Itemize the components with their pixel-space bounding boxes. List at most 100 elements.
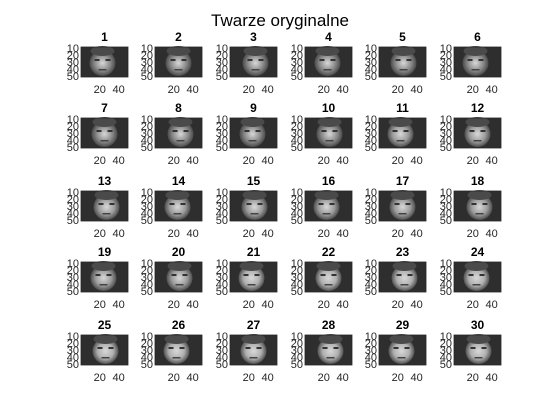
y-tick-label: 10 [440,258,452,270]
face-shape [242,50,269,76]
axes-frame [453,117,502,149]
y-tick-label: 10 [141,187,153,199]
y-tick-label: 20 [365,121,377,133]
y-tick-label: 40 [67,352,79,364]
eye-shape [97,347,103,349]
x-tick-label: 20 [392,155,404,167]
y-tick-label: 10 [291,187,303,199]
eye-shape [403,130,409,132]
face-shape [240,338,267,364]
y-tick-label: 30 [67,201,79,213]
eye-shape [330,59,336,61]
eye-shape [179,347,185,349]
y-tick-label: 10 [365,187,377,199]
y-tick-label: 10 [141,258,153,270]
mouth-shape [324,284,333,286]
eye-shape [396,274,402,276]
y-tick-label: 20 [365,265,377,277]
face-shape [163,338,190,364]
eye-shape [105,59,111,61]
y-tick-label: 10 [440,187,452,199]
face-shape [316,121,343,147]
y-tick-label: 50 [440,142,452,154]
y-tick-label: 30 [216,345,228,357]
y-tick-label: 30 [141,345,153,357]
x-tick-label: 20 [243,299,255,311]
y-tick-label: 40 [216,208,228,220]
face-shape [239,121,266,147]
y-tick-label: 50 [67,142,79,154]
hair-shape [243,46,268,56]
mouth-shape [398,213,407,215]
mouth-shape [175,284,184,286]
y-tick-label: 50 [291,286,303,298]
hair-shape [167,261,192,271]
face-shape [390,50,417,76]
eye-shape [170,59,176,61]
y-tick-label: 30 [365,57,377,69]
mouth-shape [174,69,183,71]
y-tick-label: 40 [67,135,79,147]
y-tick-label: 30 [440,128,452,140]
mouth-shape [400,284,409,286]
eye-shape [244,130,250,132]
mouth-shape [247,284,256,286]
y-tick-label: 20 [216,265,228,277]
y-tick-label: 50 [141,215,153,227]
y-tick-label: 40 [141,135,153,147]
y-tick-label: 30 [440,57,452,69]
panel-title: 8 [175,101,182,115]
x-tick-label: 40 [261,155,273,167]
x-tick-label: 20 [94,372,106,384]
x-tick-label: 20 [467,84,479,96]
x-tick-label: 40 [336,299,348,311]
y-tick-label: 10 [67,331,79,343]
mouth-shape [248,140,257,142]
face-shape [388,338,415,364]
x-tick-label: 20 [467,372,479,384]
y-tick-label: 20 [365,338,377,350]
y-tick-label: 50 [141,359,153,371]
x-tick-label: 40 [336,372,348,384]
y-tick-label: 50 [67,215,79,227]
hair-shape [168,117,193,127]
mouth-shape [396,140,405,142]
y-tick-label: 40 [216,64,228,76]
y-tick-label: 10 [440,331,452,343]
y-tick-label: 10 [141,114,153,126]
y-tick-label: 30 [365,345,377,357]
y-tick-label: 50 [440,71,452,83]
x-tick-label: 40 [336,228,348,240]
y-tick-label: 40 [365,135,377,147]
axes-frame [229,261,278,293]
face-shape [387,121,414,147]
mouth-shape [326,357,335,359]
y-tick-label: 30 [216,128,228,140]
face-shape [466,194,493,220]
y-tick-label: 10 [440,43,452,55]
y-tick-label: 30 [216,57,228,69]
y-tick-label: 50 [216,71,228,83]
hair-shape [392,261,417,271]
mouth-shape [98,69,107,71]
y-tick-label: 30 [440,345,452,357]
eye-shape [469,130,475,132]
figure-title: Twarze oryginalne [211,11,349,30]
y-tick-label: 10 [291,331,303,343]
hair-shape [318,334,343,344]
x-tick-label: 40 [410,155,422,167]
axes-frame [80,334,129,366]
face-shape [464,121,491,147]
x-tick-label: 40 [410,228,422,240]
axes-frame [154,261,203,293]
y-tick-label: 30 [291,272,303,284]
